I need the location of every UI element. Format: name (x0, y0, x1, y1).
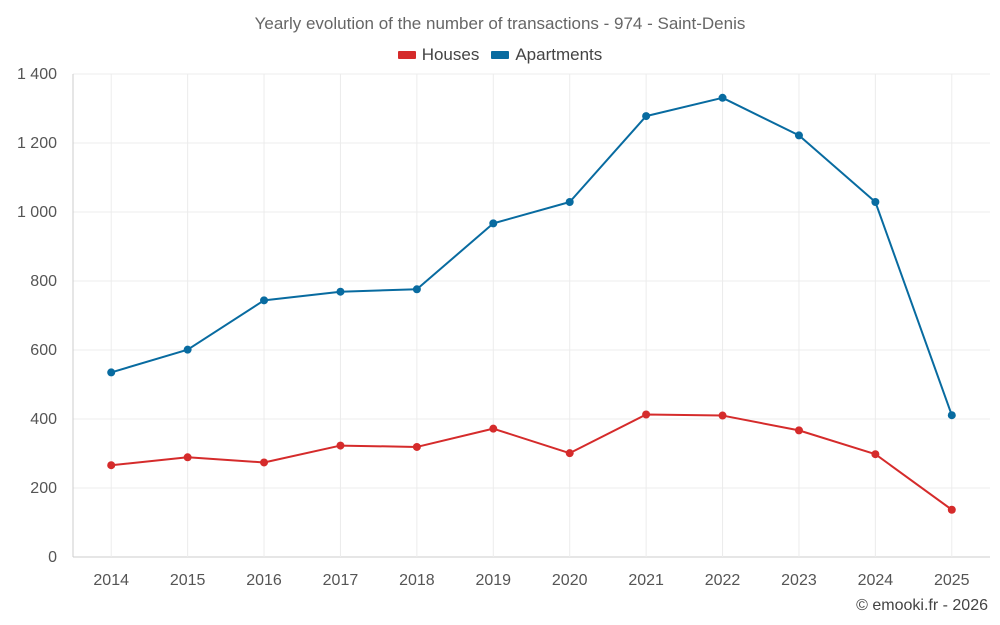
y-tick-label: 600 (30, 342, 57, 359)
data-point-houses (642, 410, 651, 419)
data-point-houses (489, 424, 498, 433)
data-point-apartments (794, 131, 803, 140)
y-tick-label: 1 400 (17, 66, 57, 83)
y-tick-label: 400 (30, 411, 57, 428)
chart-title: Yearly evolution of the number of transa… (254, 14, 746, 33)
data-point-houses (107, 461, 116, 470)
legend-item-apartments[interactable]: Apartments (491, 45, 602, 65)
data-point-apartments (718, 93, 727, 102)
data-point-apartments (107, 368, 116, 377)
data-point-houses (565, 449, 574, 458)
legend-swatch-apartments (491, 51, 510, 59)
x-tick-label: 2016 (246, 572, 282, 589)
x-tick-label: 2019 (475, 572, 511, 589)
data-point-houses (794, 426, 803, 435)
legend-swatch-houses (397, 51, 416, 59)
legend-item-houses[interactable]: Houses (397, 45, 480, 65)
data-point-apartments (871, 197, 880, 206)
series-line-houses (111, 413, 953, 511)
x-tick-label: 2025 (934, 572, 970, 589)
data-point-apartments (489, 219, 498, 228)
data-point-houses (871, 450, 880, 459)
y-tick-label: 0 (48, 549, 57, 566)
y-tick-label: 1 000 (17, 204, 57, 221)
legend-label-apartments: Apartments (515, 45, 603, 64)
y-tick-label: 200 (30, 480, 57, 497)
data-point-houses (260, 458, 269, 467)
legend: Houses Apartments (0, 45, 1000, 65)
data-point-apartments (642, 112, 651, 121)
x-tick-label: 2014 (93, 572, 129, 589)
x-tick-label: 2020 (552, 572, 588, 589)
series-line-apartments (110, 96, 953, 416)
x-tick-label: 2024 (858, 572, 894, 589)
x-tick-label: 2017 (323, 572, 359, 589)
data-point-apartments (260, 296, 269, 305)
y-tick-label: 800 (30, 273, 57, 290)
data-point-houses (718, 411, 727, 420)
data-point-houses (183, 453, 192, 462)
data-point-apartments (565, 197, 574, 206)
data-point-apartments (336, 287, 345, 296)
x-tick-label: 2022 (705, 572, 741, 589)
data-point-houses (336, 441, 345, 450)
data-point-houses (947, 505, 956, 514)
x-tick-label: 2015 (170, 572, 206, 589)
y-tick-label: 1 200 (17, 135, 57, 152)
x-tick-label: 2018 (399, 572, 435, 589)
data-point-houses (412, 442, 421, 451)
data-point-apartments (412, 285, 421, 294)
data-point-apartments (947, 411, 956, 420)
data-point-apartments (183, 345, 192, 354)
x-tick-label: 2021 (628, 572, 664, 589)
x-tick-label: 2023 (781, 572, 817, 589)
credit-text: © emooki.fr - 2026 (856, 597, 988, 614)
legend-label-houses: Houses (421, 45, 480, 64)
